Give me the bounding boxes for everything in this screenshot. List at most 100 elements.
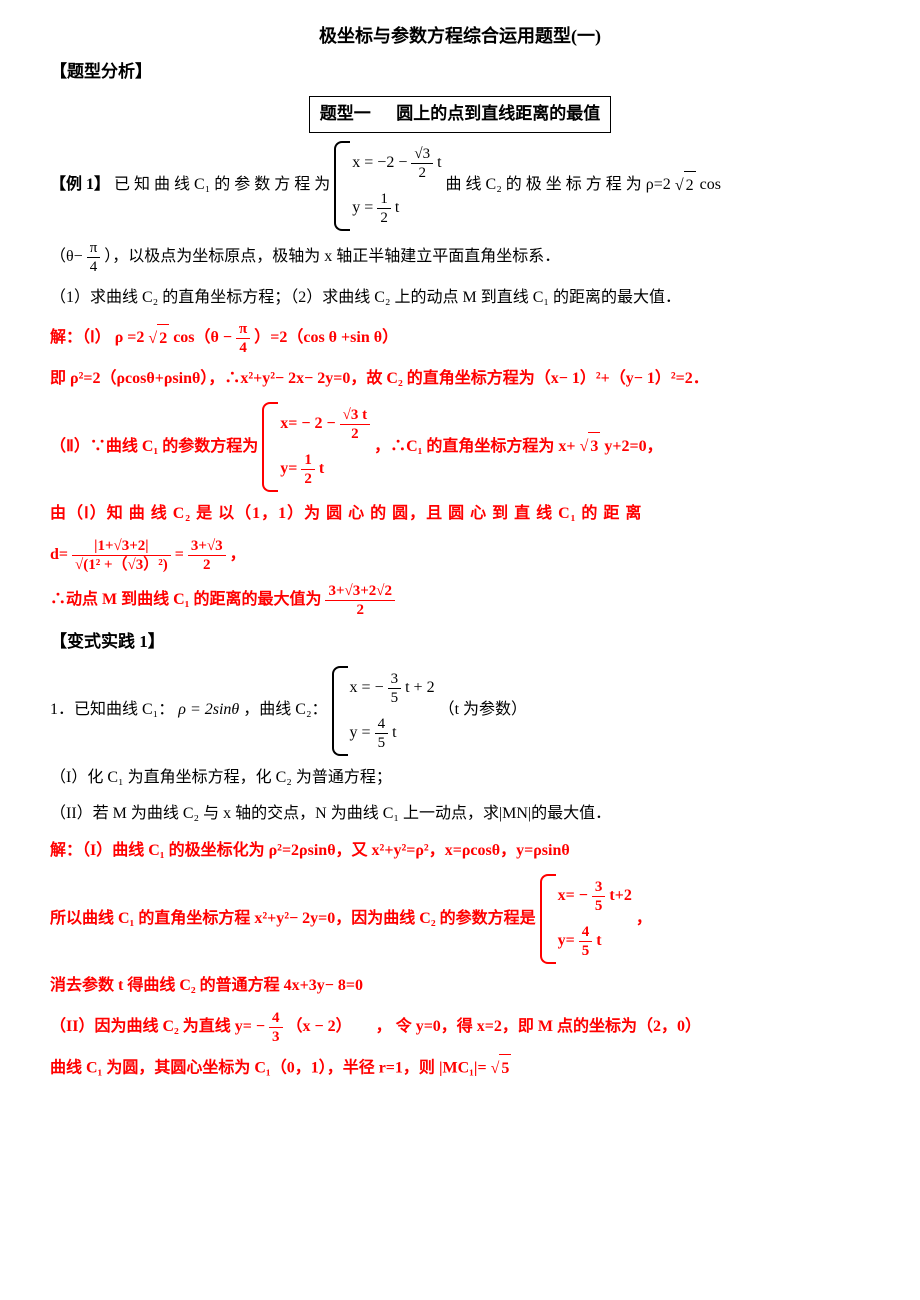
sol3-prefix: （Ⅱ）∵曲线 C₁ 的参数方程为 — [50, 433, 258, 462]
radicand: 2 — [684, 171, 696, 201]
vsol2-prefix: 所以曲线 C₁ 的直角坐标方程 x²+y²− 2y=0，因为曲线 C₂ 的参数方… — [50, 905, 536, 934]
sol3-end: y+2=0， — [604, 433, 662, 462]
variant-system: x = − 35 t + 2 y = 45 t — [332, 666, 435, 756]
frac-num: 4 — [269, 1009, 283, 1028]
radicand: 3 — [588, 432, 600, 462]
frac-den: 4 — [87, 258, 101, 276]
vsol4-mid: （x − 2） — [287, 1018, 352, 1035]
sys-y-suf: t — [395, 199, 399, 216]
sol4-dist: d= |1+√3+2|√(1² +（√3）²) = 3+√32 ， — [50, 537, 870, 574]
frac-den: 5 — [592, 897, 606, 915]
q-mid: ，曲线 C₂： — [243, 696, 327, 725]
radicand: 5 — [499, 1054, 511, 1084]
frac-num: 3 — [592, 878, 606, 897]
frac-den: 2 — [325, 601, 395, 619]
sys-y: y = — [350, 724, 371, 741]
vsol2-system: x= − 35 t+2 y= 45 t — [540, 874, 632, 964]
sol5-line: ∴动点 M 到曲线 C₁ 的距离的最大值为 3+√3+2√22 — [50, 582, 870, 619]
variant-q: 1．已知曲线 C₁： ρ = 2sinθ ，曲线 C₂： x = − 35 t … — [50, 666, 870, 756]
sys-x-suf: t + 2 — [405, 679, 434, 696]
frac-den: 5 — [375, 734, 389, 752]
vsol2: 所以曲线 C₁ 的直角坐标方程 x²+y²− 2y=0，因为曲线 C₂ 的参数方… — [50, 874, 870, 964]
example1-label: 【例 1】 — [50, 171, 110, 200]
sol5-prefix: ∴动点 M 到曲线 C₁ 的距离的最大值为 — [50, 591, 321, 608]
frac-num: 1 — [301, 451, 315, 470]
frac-den: 2 — [188, 556, 226, 574]
variant-label: 【变式实践 1】 — [50, 627, 870, 658]
variant-q2: （II）若 M 为曲线 C₂ 与 x 轴的交点，N 为曲线 C₁ 上一动点，求|… — [50, 800, 870, 829]
sys-x: x = − — [350, 679, 384, 696]
sqrt-icon: √2 — [148, 324, 169, 354]
example1-prefix: 已 知 曲 线 C₁ 的 参 数 方 程 为 — [114, 171, 330, 200]
frac-den: 2 — [377, 209, 391, 227]
rho-eq: ρ = 2sinθ — [178, 696, 239, 725]
vsol3: 消去参数 t 得曲线 C₂ 的普通方程 4x+3y− 8=0 — [50, 972, 870, 1001]
frac-num: 3+√3+2√2 — [325, 582, 395, 601]
q-suffix: （t 为参数） — [439, 696, 527, 725]
frac-num: π — [87, 239, 101, 258]
frac-num: 4 — [579, 923, 593, 942]
sys-x: x= − — [558, 887, 588, 904]
frac-num: √3 — [411, 145, 433, 164]
comma: ， — [230, 546, 246, 563]
example1-system: x = −2 − √32 t y = 12 t — [334, 141, 441, 231]
type-header-wrap: 题型一 圆上的点到直线距离的最值 — [50, 96, 870, 133]
sol1-rho: ρ =2 — [115, 330, 145, 347]
doc-title: 极坐标与参数方程综合运用题型(一) — [50, 20, 870, 52]
frac-den: √(1² +（√3）²) — [72, 556, 171, 574]
frac-num: 1 — [377, 190, 391, 209]
sys-y: y = — [352, 199, 373, 216]
sys-y-suf: t — [392, 724, 396, 741]
sys-x-suf: t — [437, 154, 441, 171]
example1-questions: （1）求曲线 C₂ 的直角坐标方程；（2）求曲线 C₂ 上的动点 M 到直线 C… — [50, 284, 870, 313]
frac-den: 5 — [579, 942, 593, 960]
comma: ， — [636, 905, 652, 934]
sol-label: 解：（Ⅰ） — [50, 330, 111, 347]
comma: ， — [376, 1018, 392, 1035]
sys-x-suf: t+2 — [609, 887, 631, 904]
sys-y-suf: t — [596, 932, 601, 949]
sqrt-icon: √2 — [675, 171, 696, 201]
vsol1: 解：（I）曲线 C₁ 的极坐标化为 ρ²=2ρsinθ，又 x²+y²=ρ²，x… — [50, 837, 870, 866]
sqrt-icon: √5 — [491, 1054, 512, 1084]
sqrt-icon: √3 — [580, 432, 601, 462]
d-eq: d= — [50, 546, 68, 563]
vsol4-prefix: （II）因为曲线 C₂ 为直线 y= − — [50, 1018, 265, 1035]
section-label: 【题型分析】 — [50, 57, 870, 88]
q-prefix: 1．已知曲线 C₁： — [50, 696, 174, 725]
frac-den: 2 — [340, 425, 370, 443]
vsol5: 曲线 C₁ 为圆，其圆心坐标为 C₁（0，1），半径 r=1，则 |MC₁|= … — [50, 1054, 870, 1084]
sol3-system: x= − 2 − √3 t2 y= 12 t — [262, 402, 370, 492]
frac-den: 5 — [388, 689, 402, 707]
sys-y-suf: t — [319, 460, 324, 477]
sol1-cos: cos（θ − — [173, 330, 232, 347]
frac-den: 2 — [301, 470, 315, 488]
type-header: 题型一 圆上的点到直线距离的最值 — [309, 96, 612, 133]
example1-line2: （θ− π4 ），以极点为坐标原点，极轴为 x 轴正半轴建立平面直角坐标系． — [50, 239, 870, 276]
frac-den: 2 — [411, 164, 433, 182]
sol3-suffix: ，∴C₁ 的直角坐标方程为 x+ — [374, 433, 575, 462]
frac-den: 3 — [269, 1028, 283, 1046]
variant-q1: （I）化 C₁ 为直角坐标方程，化 C₂ 为普通方程； — [50, 764, 870, 793]
cos: cos — [700, 171, 721, 200]
mc-label: |MC₁|= — [439, 1059, 487, 1076]
frac-den: 4 — [236, 339, 250, 357]
eq: = — [175, 546, 184, 563]
example1-suffix: 曲 线 C₂ 的 极 坐 标 方 程 为 ρ=2 — [446, 171, 671, 200]
vsol4: （II）因为曲线 C₂ 为直线 y= − 43 （x − 2） ， 令 y=0，… — [50, 1009, 870, 1046]
frac-num: √3 t — [340, 406, 370, 425]
theta-prefix: （θ− — [50, 248, 83, 265]
sol1-suffix: ）=2（cos θ +sin θ） — [254, 330, 398, 347]
sys-x: x= − 2 − — [280, 415, 335, 432]
sys-x: x = −2 − — [352, 154, 407, 171]
vsol4-suffix: 令 y=0，得 x=2，即 M 点的坐标为（2，0） — [396, 1018, 701, 1035]
vsol5-prefix: 曲线 C₁ 为圆，其圆心坐标为 C₁（0，1），半径 r=1，则 — [50, 1059, 435, 1076]
sol2-line: 即 ρ²=2（ρcosθ+ρsinθ），∴x²+y²− 2x− 2y=0，故 C… — [50, 365, 870, 394]
sol1-line: 解：（Ⅰ） ρ =2 √2 cos（θ − π4 ）=2（cos θ +sin … — [50, 320, 870, 357]
frac-num: π — [236, 320, 250, 339]
sys-y: y= — [280, 460, 297, 477]
frac-num: 3 — [388, 670, 402, 689]
sol4-prefix: 由（Ⅰ）知 曲 线 C₂ 是 以（1，1）为 圆 心 的 圆，且 圆 心 到 直… — [50, 500, 870, 529]
line2-suffix: ），以极点为坐标原点，极轴为 x 轴正半轴建立平面直角坐标系． — [104, 248, 560, 265]
example1-line1: 【例 1】 已 知 曲 线 C₁ 的 参 数 方 程 为 x = −2 − √3… — [50, 141, 870, 231]
